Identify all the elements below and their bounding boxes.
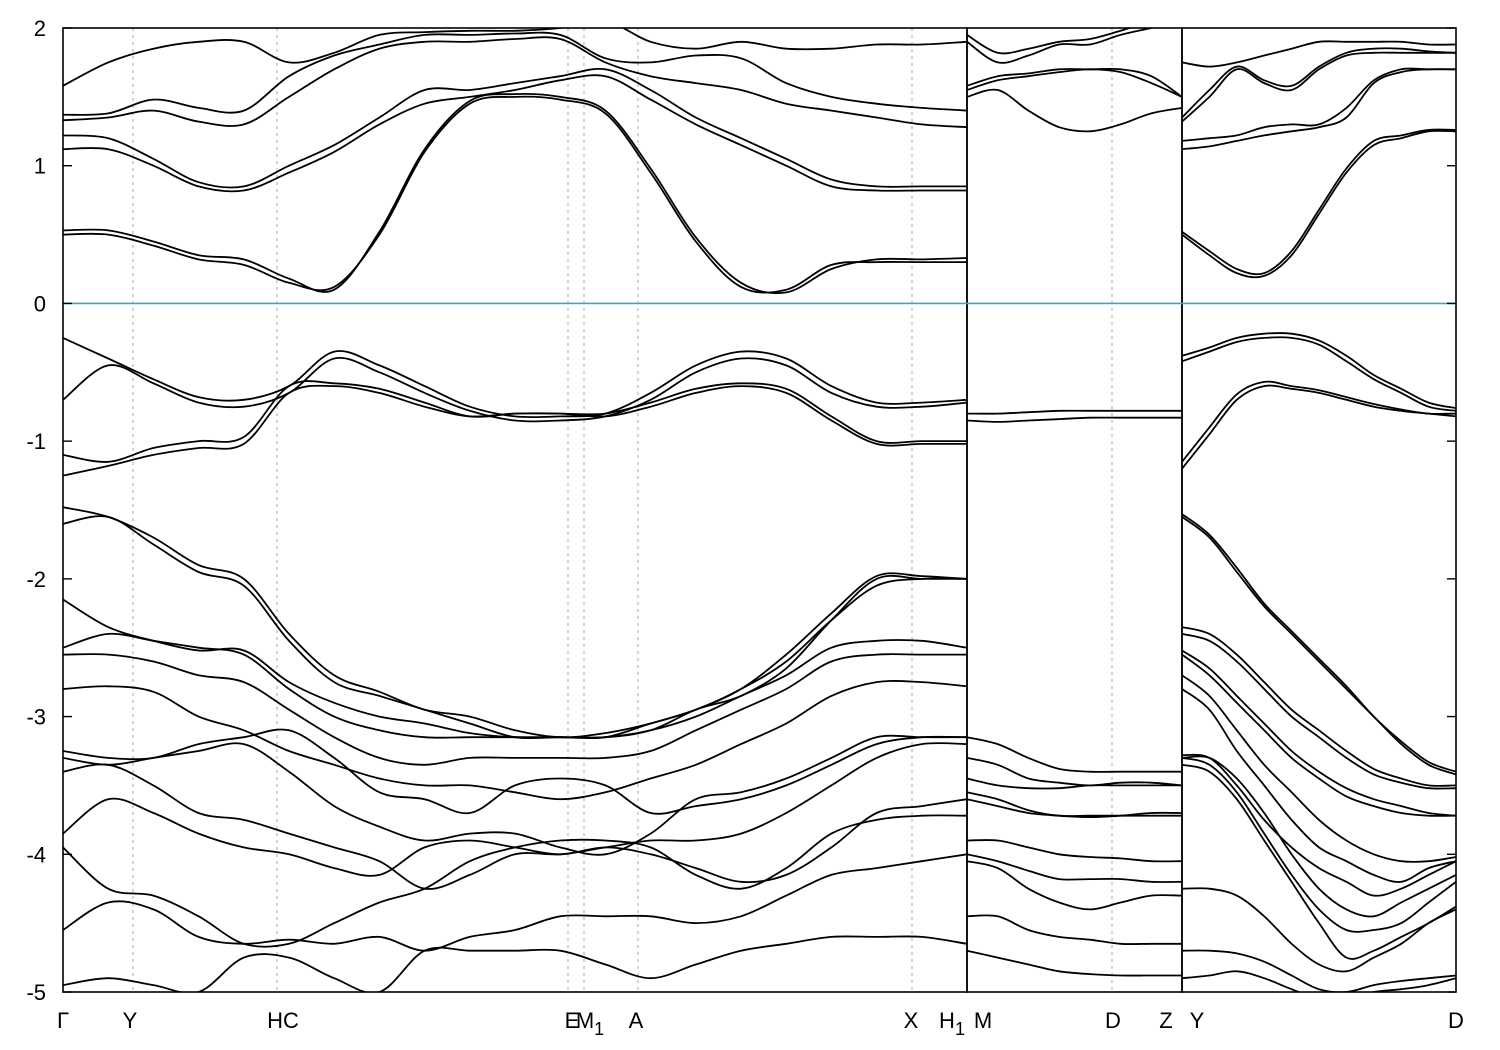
y-tick-label: 0 [34, 291, 46, 316]
band-line [1181, 970, 1456, 992]
kpoint-label: M [974, 1008, 992, 1033]
band-line [1181, 128, 1456, 276]
y-tick-label: 1 [34, 154, 46, 179]
x-axis-kpoint-labels: Γ Y HC EM1 A X H1 M D Z Y D [57, 1008, 1464, 1039]
band-line [1181, 384, 1456, 470]
band-line [63, 384, 967, 477]
y-tick-label: -2 [26, 567, 46, 592]
band-line [1181, 40, 1456, 68]
band-line [966, 853, 1183, 883]
band-line [63, 797, 968, 883]
band-line [966, 67, 1183, 98]
kpoint-label: Γ [57, 1008, 69, 1033]
y-tick-label: -1 [26, 429, 46, 454]
band-line [63, 95, 967, 294]
y-tick-label: 2 [34, 16, 46, 41]
band-line [1181, 380, 1456, 463]
band-line [63, 853, 968, 952]
band-line [63, 935, 968, 992]
y-tick-label: -3 [26, 705, 46, 730]
band-line [63, 814, 968, 948]
kpoint-label: D [1448, 1008, 1464, 1033]
band-line [966, 88, 1183, 133]
band-line [63, 577, 968, 740]
band-line [63, 67, 967, 189]
band-line [63, 734, 967, 856]
band-line [1181, 516, 1456, 776]
band-line [966, 777, 1182, 790]
band-line [63, 380, 967, 463]
band-line [1181, 753, 1456, 897]
kpoint-label: H1 [939, 1008, 965, 1039]
band-line [966, 860, 1183, 911]
band-line [1181, 949, 1456, 992]
band-line [63, 680, 968, 801]
band-line [63, 74, 967, 193]
kpoint-label: E [565, 1008, 580, 1033]
band-line [1181, 755, 1456, 918]
kpath-gridlines [62, 28, 1457, 992]
band-line [63, 28, 968, 87]
band-line [966, 949, 1182, 977]
band-line [63, 506, 968, 739]
band-line [63, 728, 968, 815]
band-line [1181, 332, 1456, 409]
band-line [63, 36, 968, 129]
y-axis-ticks: 2 1 0 -1 -2 -3 -4 -5 [26, 16, 1456, 1005]
band-line [63, 742, 968, 890]
band-line [1181, 653, 1456, 817]
band-line [1181, 633, 1456, 790]
kpoint-label: X [904, 1008, 919, 1033]
kpoint-label: D [1105, 1008, 1121, 1033]
panel-frames [62, 27, 1457, 993]
kpoint-label: M1 [576, 1008, 604, 1039]
kpoint-label: Z [1159, 1008, 1172, 1033]
kpoint-label: HC [267, 1008, 299, 1033]
band-line [63, 632, 968, 739]
band-line [63, 653, 967, 766]
band-line [966, 798, 1183, 818]
band-line [966, 736, 1182, 773]
panel-frame [966, 27, 1183, 993]
band-line [63, 356, 968, 423]
band-line [1181, 626, 1456, 787]
band-line [1181, 674, 1456, 863]
kpoint-label: Y [1190, 1008, 1205, 1033]
kpoint-label: Y [123, 1008, 138, 1033]
band-line [966, 839, 1183, 863]
band-lines [63, 28, 1456, 992]
band-line [63, 337, 968, 419]
band-line [63, 92, 968, 295]
band-line [966, 409, 1182, 415]
y-tick-label: -5 [26, 980, 46, 1005]
band-line [63, 31, 968, 116]
band-line [1181, 68, 1456, 151]
band-line [1181, 649, 1456, 817]
band-line [1181, 763, 1456, 960]
band-line [1181, 47, 1456, 119]
band-line [966, 68, 1183, 98]
band-line [966, 914, 1182, 946]
band-line [1181, 336, 1456, 412]
band-line [966, 416, 1182, 423]
panel-frame [1181, 27, 1457, 993]
band-line [1181, 129, 1456, 279]
kpoint-label: A [629, 1008, 644, 1033]
y-tick-label: -4 [26, 842, 46, 867]
band-line [63, 515, 967, 740]
band-line [966, 28, 1133, 55]
band-line [1181, 688, 1456, 883]
band-line [1181, 51, 1456, 123]
band-line [1181, 887, 1456, 973]
band-line [966, 791, 1182, 817]
band-line [1181, 513, 1456, 773]
band-line [966, 757, 1183, 787]
band-line [1181, 67, 1456, 142]
band-line [1181, 757, 1456, 933]
